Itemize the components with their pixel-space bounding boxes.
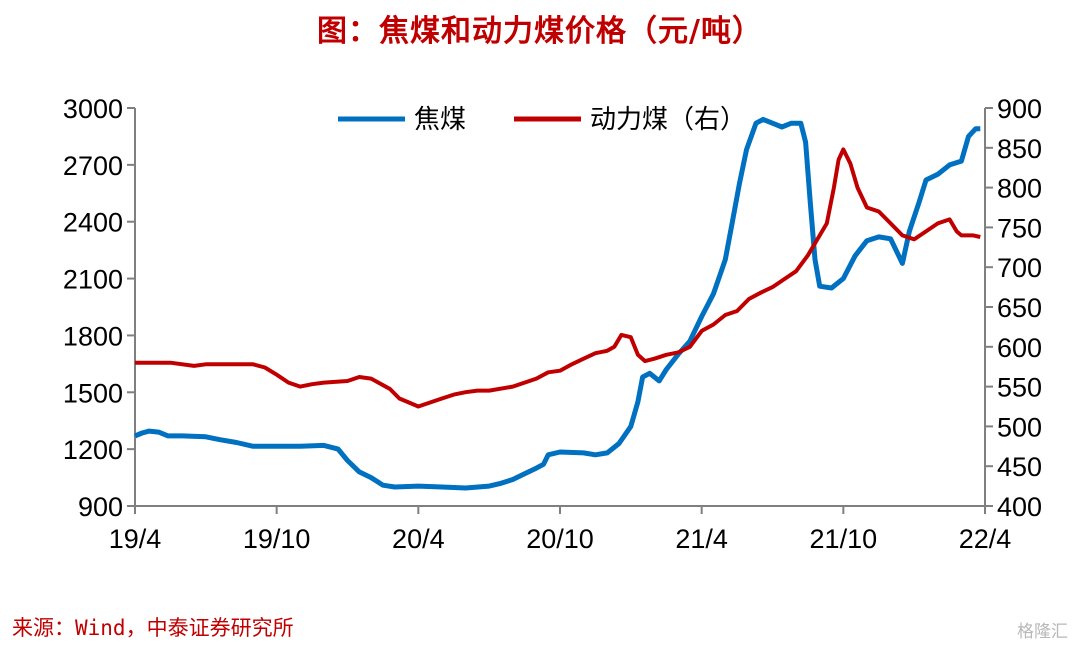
x-tick-label: 20/10 xyxy=(526,524,594,554)
legend-label-coking-coal: 焦煤 xyxy=(414,105,466,135)
right-y-tick-label: 650 xyxy=(997,293,1042,323)
x-tick-label: 20/4 xyxy=(392,524,445,554)
left-y-tick-label: 2100 xyxy=(63,265,123,295)
chart-series xyxy=(134,116,981,491)
x-tick-label: 19/10 xyxy=(243,524,311,554)
x-tick-label: 21/10 xyxy=(810,524,878,554)
right-y-tick-label: 400 xyxy=(997,492,1042,522)
series-line-coking-coal xyxy=(134,116,981,491)
left-y-tick-label: 2400 xyxy=(63,208,123,238)
chart-legend: 焦煤 动力煤（右） xyxy=(338,105,746,135)
right-y-tick-label: 750 xyxy=(997,213,1042,243)
series-line-thermal-coal xyxy=(135,147,981,409)
right-y-tick-label: 600 xyxy=(997,333,1042,363)
left-y-tick-label: 900 xyxy=(78,492,123,522)
x-tick-label: 19/4 xyxy=(109,524,162,554)
source-note: 来源：Wind，中泰证券研究所 xyxy=(12,616,294,640)
right-y-tick-label: 850 xyxy=(997,134,1042,164)
chart-title: 图：焦煤和动力煤价格（元/吨） xyxy=(317,14,763,49)
right-y-tick-label: 450 xyxy=(997,452,1042,482)
right-y-tick-label: 550 xyxy=(997,373,1042,403)
right-y-tick-label: 700 xyxy=(997,253,1042,283)
left-y-tick-label: 3000 xyxy=(63,94,123,124)
left-y-tick-label: 1200 xyxy=(63,435,123,465)
legend-label-thermal-coal: 动力煤（右） xyxy=(590,105,746,135)
left-y-tick-label: 1500 xyxy=(63,378,123,408)
right-y-tick-label: 500 xyxy=(997,412,1042,442)
right-y-tick-label: 800 xyxy=(997,174,1042,204)
right-y-tick-label: 900 xyxy=(997,94,1042,124)
left-y-tick-label: 2700 xyxy=(63,151,123,181)
left-y-tick-label: 1800 xyxy=(63,321,123,351)
x-tick-label: 22/4 xyxy=(959,524,1012,554)
chart-axes: 900 1200 1500 1800 2100 2400 2700 3000 400 450 500… xyxy=(63,94,1042,554)
x-tick-label: 21/4 xyxy=(675,524,728,554)
watermark: 格隆汇 xyxy=(1017,622,1068,642)
